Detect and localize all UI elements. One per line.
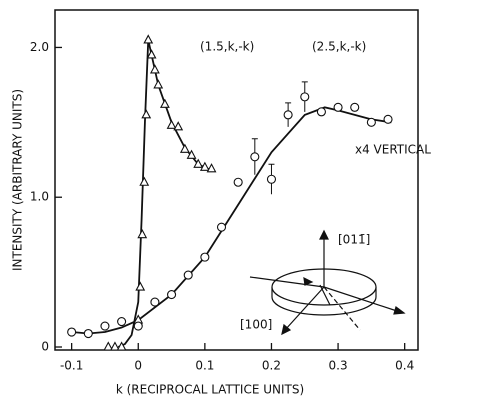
series-label: (1.5,k,-k) [200,40,254,54]
y-tick-label: 0 [41,340,49,354]
triangle-marker [110,341,120,351]
circle-marker [150,297,160,307]
series-label: (2.5,k,-k) [312,40,366,54]
circle-marker [83,328,93,339]
y-tick-label: 2.0 [30,40,49,54]
x-tick-label: 0.3 [329,359,348,373]
inset-label: [011̄] [338,233,370,247]
circle-marker [366,117,376,127]
circle-marker [383,114,393,124]
circle-marker [316,107,326,117]
circle-marker [283,110,293,120]
x-tick-label: 0.4 [395,359,414,373]
circle-marker [266,174,277,184]
inset-label: [100] [240,318,272,332]
circle-marker [350,102,360,112]
plot-frame [54,9,419,351]
triangle-marker [141,109,152,119]
circle-marker [183,270,193,280]
triangle-marker [143,34,154,44]
triangle-marker [116,341,127,351]
circle-marker [250,152,260,162]
y-tick-label: 1.0 [30,190,49,204]
y-axis-label: INTENSITY (ARBITRARY UNITS) [11,89,25,271]
inset-diagram [249,229,406,336]
triangle-marker [179,143,190,153]
triangle-marker [149,64,160,74]
circle-marker [133,321,143,331]
circle-marker [216,222,227,232]
triangle-marker [199,161,210,171]
circle-marker [200,252,210,262]
triangle-marker [135,281,146,291]
x-axis-label: k (RECIPROCAL LATTICE UNITS) [116,383,304,397]
x-tick-label: 0 [134,359,142,373]
circle-marker [117,316,127,327]
annotation: x4 VERTICAL [355,143,431,157]
x-tick-label: 0.1 [195,359,214,373]
triangle-marker [206,163,217,173]
x-tick-label: 0.2 [262,359,281,373]
triangle-marker [153,79,164,89]
circle-marker [167,290,177,300]
fit-curve [117,39,212,348]
triangle-marker [146,49,157,59]
circle-marker [67,327,77,337]
triangle-marker [137,229,148,239]
circle-marker [300,92,310,102]
circle-marker [333,102,343,112]
triangle-marker [139,176,150,186]
triangle-marker [193,158,204,168]
triangle-marker [103,341,114,351]
x-tick-label: -0.1 [60,359,83,373]
triangle-marker [173,121,184,131]
triangle-marker [186,149,197,159]
circle-marker [100,321,110,331]
triangle-marker [159,98,170,108]
triangle-marker [166,119,177,129]
circle-marker [233,177,243,187]
